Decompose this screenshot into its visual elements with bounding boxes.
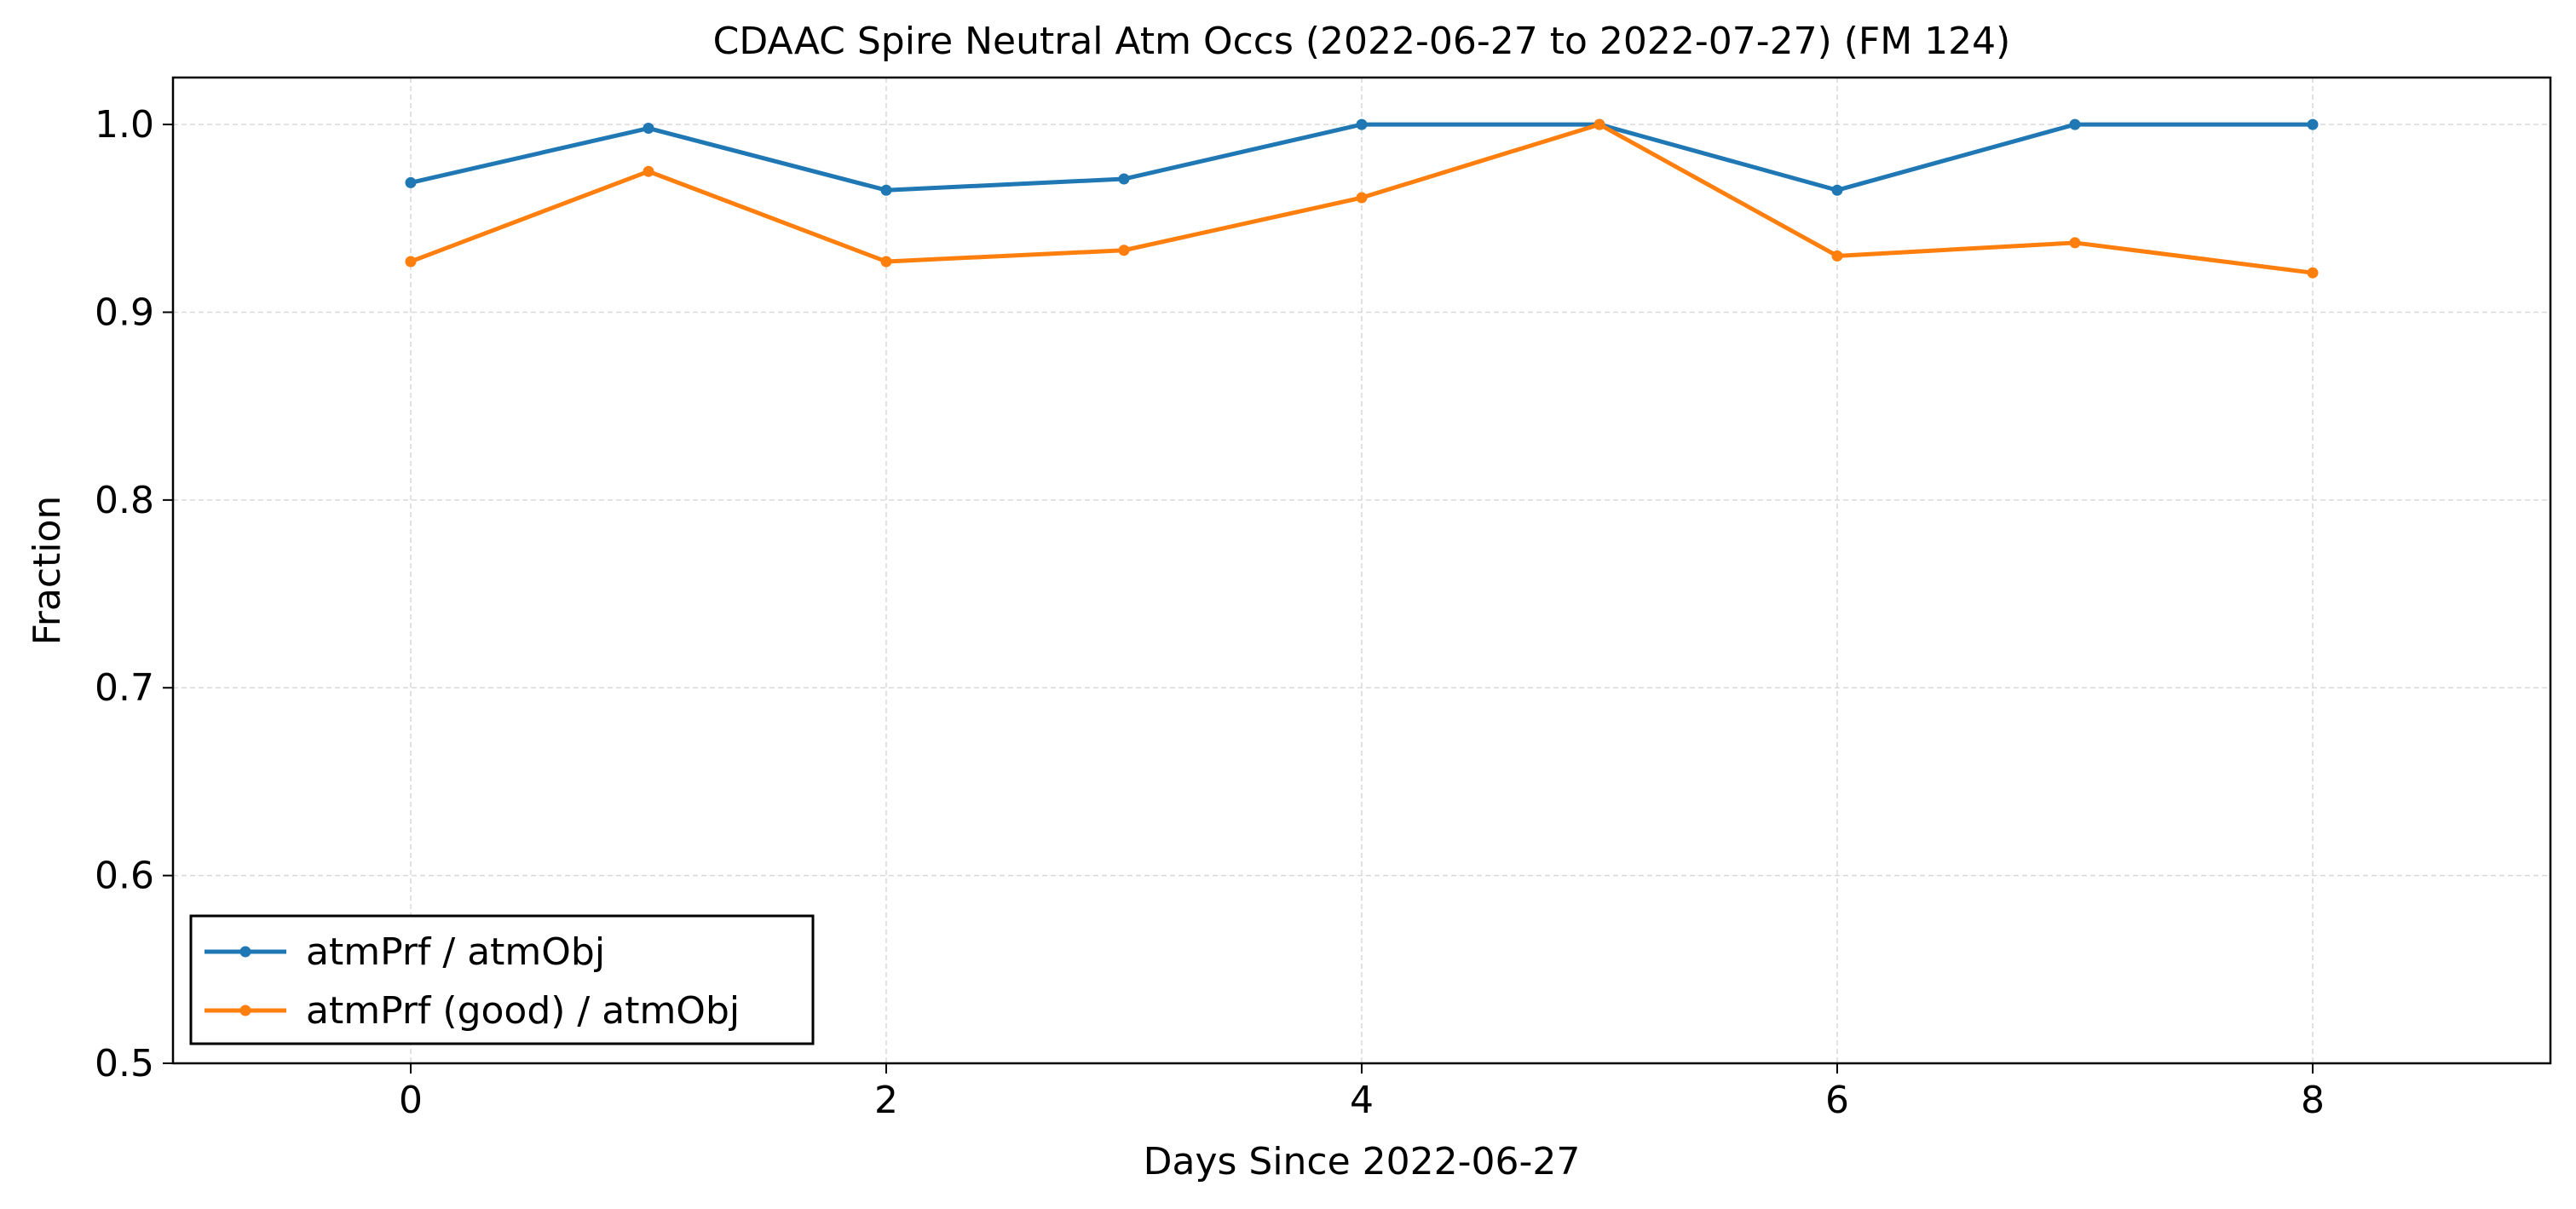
data-point: [1831, 184, 1843, 196]
data-point: [880, 256, 892, 268]
data-point: [1118, 173, 1130, 185]
y-tick-label: 0.8: [95, 479, 154, 522]
data-point: [1356, 192, 1368, 204]
x-tick-label: 2: [874, 1079, 898, 1122]
x-tick-label: 0: [399, 1079, 423, 1122]
series-2: [405, 118, 2319, 279]
y-tick-label: 0.6: [95, 855, 154, 898]
data-point: [1593, 118, 1605, 130]
data-point: [1356, 118, 1368, 130]
legend: atmPrf / atmObj atmPrf (good) / atmObj: [189, 914, 815, 1045]
data-point: [2307, 118, 2319, 130]
data-point: [1831, 250, 1843, 262]
y-tick-label: 0.7: [95, 666, 154, 710]
legend-entry-label: atmPrf (good) / atmObj: [306, 989, 740, 1033]
data-point: [2069, 237, 2081, 249]
legend-swatch-marker: [239, 1005, 251, 1016]
data-point: [405, 176, 417, 188]
legend-box: [189, 914, 815, 1045]
y-tick-label: 1.0: [95, 103, 154, 147]
legend-swatch-marker: [239, 946, 251, 958]
data-point: [880, 184, 892, 196]
y-tick-label: 0.5: [95, 1042, 154, 1085]
y-axis-label: Fraction: [26, 496, 69, 646]
series-layer: [405, 118, 2319, 279]
data-point: [643, 123, 654, 135]
data-point: [1118, 245, 1130, 256]
x-tick-label: 6: [1825, 1079, 1849, 1122]
legend-entry-label: atmPrf / atmObj: [306, 930, 605, 974]
x-tick-label: 4: [1350, 1079, 1374, 1122]
x-tick-label: 8: [2301, 1079, 2325, 1122]
data-point: [2307, 267, 2319, 279]
chart-title: CDAAC Spire Neutral Atm Occs (2022-06-27…: [713, 20, 2011, 63]
y-tick-label: 0.9: [95, 291, 154, 334]
data-point: [405, 256, 417, 268]
data-point: [643, 165, 654, 177]
ticks: 0 2 4 6 8 0.5 0.6 0.7 0.8 0.9 1.0: [95, 103, 2325, 1122]
x-axis-label: Days Since 2022-06-27: [1144, 1140, 1581, 1183]
data-point: [2069, 118, 2081, 130]
